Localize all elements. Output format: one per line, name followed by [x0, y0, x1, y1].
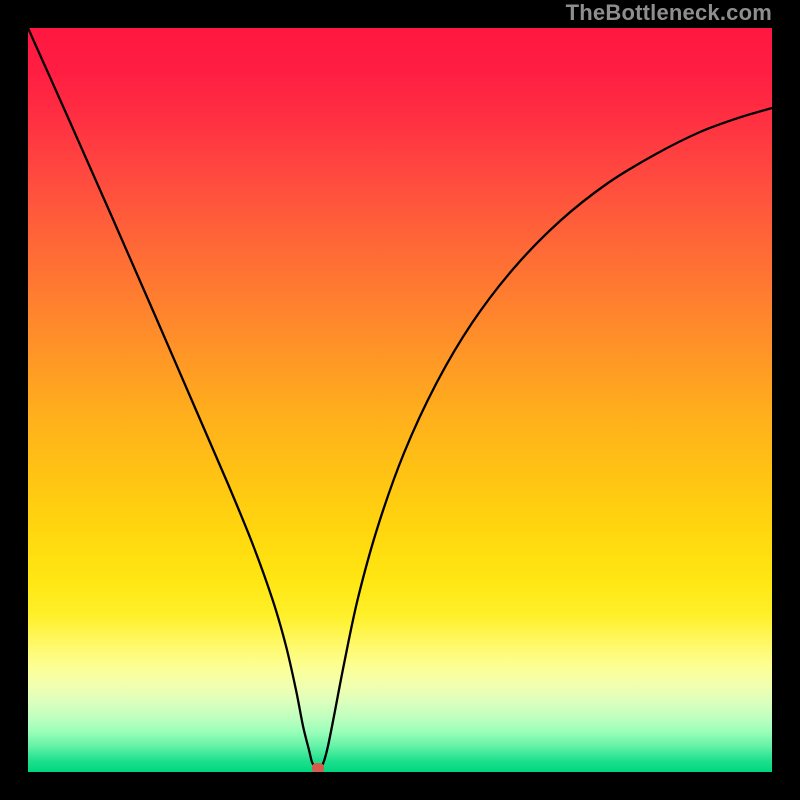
minimum-marker: [312, 763, 324, 772]
bottleneck-curve: [28, 28, 772, 767]
chart-frame: TheBottleneck.com: [0, 0, 800, 800]
curve-svg: [28, 28, 772, 772]
plot-area: [28, 28, 772, 772]
watermark-text: TheBottleneck.com: [566, 0, 772, 26]
